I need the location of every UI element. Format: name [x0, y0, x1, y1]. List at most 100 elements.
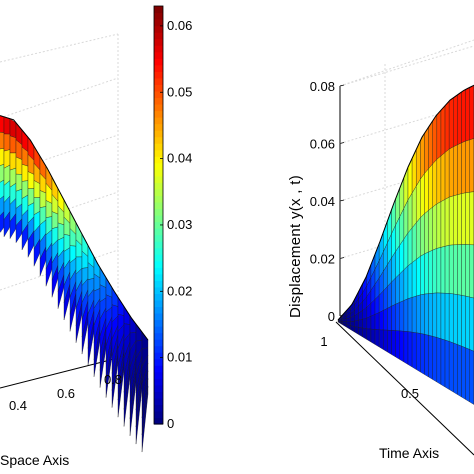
left-x-axis-line [0, 357, 119, 389]
right-surface-patch [469, 349, 474, 405]
colorbar-swatch [154, 90, 163, 99]
right-surface-patch [391, 303, 396, 331]
right-surface-patch [440, 246, 446, 294]
colorbar-tick-label: 0.01 [167, 350, 192, 365]
colorbar-swatch [154, 221, 163, 229]
right-z-tick-label: 0.06 [310, 137, 335, 152]
colorbar-swatch [154, 241, 163, 249]
colorbar-tick-label: 0.04 [167, 151, 192, 166]
right-surface-patch [461, 295, 466, 349]
colorbar-tick-label: 0.02 [167, 283, 192, 298]
right-surface-patch [407, 227, 413, 267]
right-surface-patch [432, 248, 437, 294]
right-surface-patch [469, 244, 474, 299]
right-surface-patch [391, 277, 396, 307]
right-surface-patch [366, 315, 372, 330]
right-surface-patch [395, 273, 400, 305]
right-grid-line [339, 39, 474, 87]
right-surface-patch [403, 298, 409, 332]
right-surface-patch [469, 296, 474, 352]
right-z-tick-mark [339, 142, 345, 144]
colorbar-swatch [154, 345, 163, 353]
right-surface-patch [428, 206, 433, 253]
right-surface-patch [399, 238, 405, 275]
right-t-axis-line [335, 321, 474, 456]
right-surface-patch [358, 318, 363, 329]
right-surface-patch [449, 244, 454, 295]
right-t-tick-label: 1 [320, 334, 327, 349]
colorbar-swatch [154, 169, 163, 177]
right-surface-patch [362, 317, 367, 329]
right-surface-patch [411, 295, 417, 334]
right-z-tick-label: 0.08 [310, 79, 335, 94]
left-surface-patch [45, 200, 53, 218]
right-surface-patch [399, 269, 405, 303]
right-surface-patch [374, 329, 380, 348]
right-surface-patch [358, 327, 363, 338]
left-surface-patch [0, 211, 5, 233]
right-surface-patch [461, 244, 466, 297]
colorbar-swatch [154, 58, 163, 66]
left-surface-patch [135, 323, 143, 342]
right-surface-patch [440, 105, 446, 157]
left-x-tick-label: 0.8 [104, 372, 122, 387]
left-surface-patch [9, 152, 17, 171]
right-axis-ticks: 0 0.02 0.04 0.06 0.08 1 0.5 [310, 79, 419, 401]
colorbar-swatch [154, 51, 163, 59]
right-surface-patch [436, 109, 442, 160]
colorbar-swatch [154, 332, 163, 340]
right-surface-patch [440, 199, 446, 248]
right-surface-patch [370, 328, 376, 345]
colorbar-swatch [154, 97, 163, 105]
right-surface-patch [407, 331, 413, 368]
right-surface-patch [416, 178, 421, 224]
right-surface-patch [444, 196, 450, 247]
right-surface-patch [457, 193, 462, 245]
colorbar-swatch [154, 326, 163, 334]
right-surface-plot [337, 84, 474, 405]
colorbar-swatch [154, 123, 163, 131]
right-surface-patch [395, 330, 400, 360]
right-grid-line [339, 45, 474, 87]
right-surface-patch [461, 89, 466, 144]
left-surface-patch [9, 135, 17, 154]
right-surface-patch [436, 201, 442, 249]
right-surface-patch [469, 85, 474, 141]
left-surface-patch [51, 211, 59, 229]
right-surface-patch [444, 339, 450, 390]
left-surface-patch [39, 190, 47, 208]
colorbar-swatch [154, 25, 163, 33]
right-surface-patch [407, 262, 413, 299]
right-surface-patch [436, 337, 442, 385]
right-surface-patch [465, 244, 470, 298]
right-surface-patch [411, 332, 417, 370]
right-surface-patch [383, 286, 388, 311]
right-surface-patch [428, 120, 433, 170]
right-surface-patch [362, 327, 367, 340]
colorbar-swatch [154, 312, 163, 321]
right-surface-patch [469, 138, 474, 193]
colorbar-swatch [154, 103, 163, 112]
right-surface-patch [457, 91, 462, 146]
right-surface-patch [432, 336, 437, 383]
right-surface-patch [366, 328, 372, 343]
colorbar-swatch [154, 228, 163, 236]
right-surface-patch [453, 194, 458, 246]
right-surface-patch [449, 97, 454, 150]
right-surface-patch [465, 139, 470, 193]
right-surface-patch [444, 293, 450, 342]
right-surface-patch [350, 325, 355, 333]
left-grid-line [0, 33, 119, 63]
right-x-axis-label: Time Axis [379, 445, 439, 461]
colorbar-swatch [154, 352, 163, 360]
right-surface-patch [395, 302, 400, 332]
left-surface-patch [0, 132, 5, 150]
right-surface-patch [424, 210, 429, 255]
colorbar-swatch [154, 162, 163, 170]
right-surface-patch [424, 293, 429, 336]
right-surface-patch [416, 255, 421, 297]
colorbar-swatch [154, 254, 163, 262]
right-surface-patch [383, 308, 388, 331]
right-surface-patch [391, 330, 396, 358]
colorbar-swatch [154, 188, 163, 197]
